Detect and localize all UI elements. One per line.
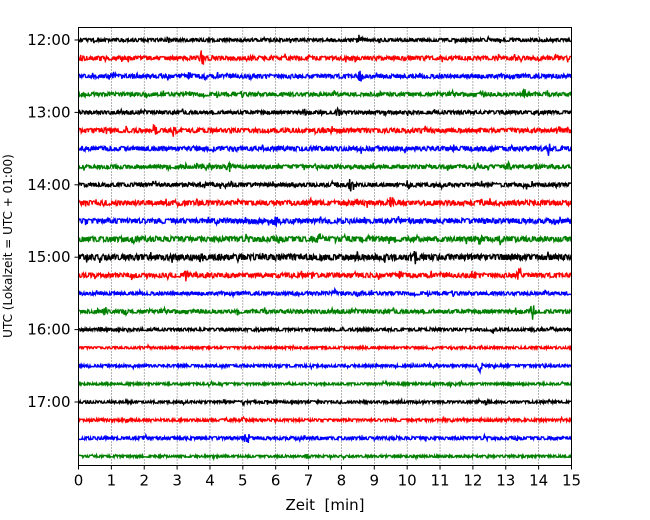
trace-1200	[77, 34, 573, 45]
trace-1515	[77, 266, 573, 282]
x-tick-label: 15	[562, 472, 581, 490]
x-tick-label: 8	[337, 472, 347, 490]
trace-1215	[77, 50, 572, 65]
y-tick-label: 17:00	[27, 393, 70, 411]
trace-1700	[77, 396, 572, 408]
x-tick-label: 12	[463, 472, 482, 490]
trace-1345	[77, 159, 572, 173]
y-tick-label: 16:00	[27, 321, 70, 339]
x-tick-label: 1	[107, 472, 117, 490]
x-tick-label: 14	[529, 472, 548, 490]
x-tick-label: 0	[74, 472, 84, 490]
x-tick-label: 7	[304, 472, 314, 490]
trace-1715	[77, 415, 572, 425]
trace-1530	[77, 286, 573, 299]
y-tick-label: 15:00	[27, 248, 70, 266]
trace-1230	[77, 70, 573, 82]
x-axis-label: Zeit [min]	[285, 496, 364, 514]
trace-1415	[77, 196, 572, 209]
trace-1615	[77, 342, 573, 352]
trace-1445	[77, 232, 572, 246]
trace-1600	[78, 325, 573, 335]
seismic-traces	[77, 34, 573, 462]
trace-1315	[77, 124, 572, 137]
trace-1430	[77, 216, 573, 228]
trace-1500	[77, 251, 572, 265]
y-axis-label: UTC (Lokalzeit = UTC + 01:00)	[1, 154, 15, 338]
y-axis-ticks: 12:00 13:00 14:00 15:00 16:00 17:00	[27, 31, 79, 411]
trace-1330	[77, 143, 573, 156]
y-tick-label: 14:00	[27, 176, 70, 194]
trace-1400	[77, 179, 572, 192]
trace-1730	[77, 432, 572, 444]
x-tick-label: 11	[430, 472, 449, 490]
trace-1645	[78, 379, 573, 389]
x-tick-label: 2	[139, 472, 149, 490]
trace-1300	[78, 106, 572, 118]
x-tick-label: 9	[370, 472, 380, 490]
x-tick-label: 5	[238, 472, 248, 490]
y-tick-label: 13:00	[27, 103, 70, 121]
x-tick-label: 13	[496, 472, 515, 490]
trace-1745	[78, 452, 573, 462]
x-tick-label: 4	[205, 472, 215, 490]
trace-1630	[78, 361, 572, 375]
x-tick-label: 10	[398, 472, 417, 490]
plot-frame	[78, 27, 572, 466]
x-axis-ticks: 0 1 2 3 4 5 6 7 8 9 10 11 12 13 14 15	[74, 465, 581, 490]
y-tick-label: 12:00	[27, 31, 70, 49]
vertical-gridlines	[111, 27, 539, 466]
x-tick-label: 3	[172, 472, 182, 490]
x-tick-label: 6	[271, 472, 281, 490]
trace-1545	[78, 305, 573, 320]
trace-1245	[77, 87, 573, 99]
